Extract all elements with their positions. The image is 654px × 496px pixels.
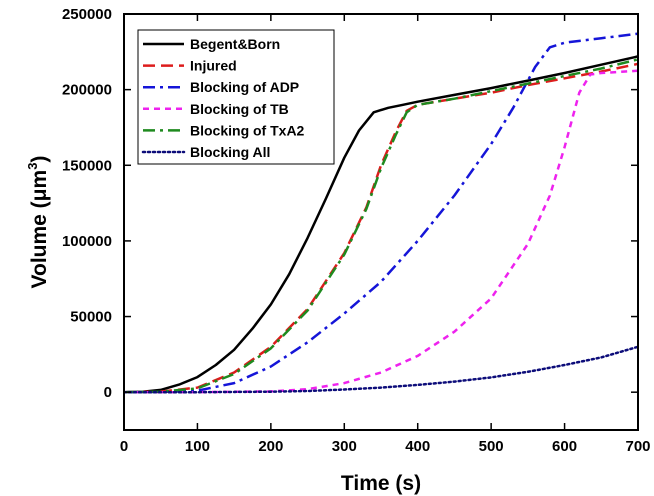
- y-axis-title-sup: 3: [25, 163, 40, 170]
- y-tick-label: 150000: [62, 157, 112, 174]
- y-tick-label: 100000: [62, 233, 112, 250]
- y-tick-label: 250000: [62, 6, 112, 23]
- axis-ticks: 0 100 200 300 400 500 600 700 0 50000 100000 150000…: [62, 6, 651, 455]
- legend-label-blocking-of-txa2: Blocking of TxA2: [190, 122, 305, 138]
- x-axis-title: Time (s): [341, 472, 421, 495]
- series-lines: [124, 32, 638, 394]
- y-tick-label: 50000: [70, 309, 112, 326]
- x-tick-label: 200: [258, 438, 283, 455]
- legend-label-blocking-all: Blocking All: [190, 144, 270, 160]
- series-line-blocking-of-txa2: [124, 58, 638, 394]
- y-axis-title-main: Volume (: [28, 201, 51, 288]
- x-tick-label: 100: [185, 438, 210, 455]
- y-axis-title: Volume (μm3): [25, 156, 51, 289]
- x-tick-label: 500: [479, 438, 504, 455]
- x-tick-label: 300: [332, 438, 357, 455]
- legend-label-injured: Injured: [190, 58, 237, 74]
- x-tick-label: 700: [625, 438, 650, 455]
- legend-box: [137, 29, 335, 165]
- series-line-blocking-of-adp: [124, 32, 638, 394]
- legend-label-blocking-of-tb: Blocking of TB: [190, 101, 289, 117]
- x-tick-label: 600: [552, 438, 577, 455]
- legend: Begent&Born Injured Blocking of ADP Blockin…: [137, 29, 335, 165]
- y-axis-title-unit: μm: [28, 170, 51, 202]
- plot-frame: [123, 13, 639, 431]
- y-tick-label: 0: [104, 384, 112, 401]
- x-tick-label: 400: [405, 438, 430, 455]
- legend-label-blocking-of-adp: Blocking of ADP: [190, 79, 299, 95]
- y-axis-title-close: ): [28, 156, 51, 163]
- series-line-injured: [124, 62, 638, 394]
- series-line-begent-born: [124, 55, 638, 394]
- x-tick-label: 0: [120, 438, 128, 455]
- y-tick-label: 200000: [62, 82, 112, 99]
- legend-label-begent-born: Begent&Born: [190, 36, 280, 52]
- series-line-blocking-all: [124, 345, 638, 394]
